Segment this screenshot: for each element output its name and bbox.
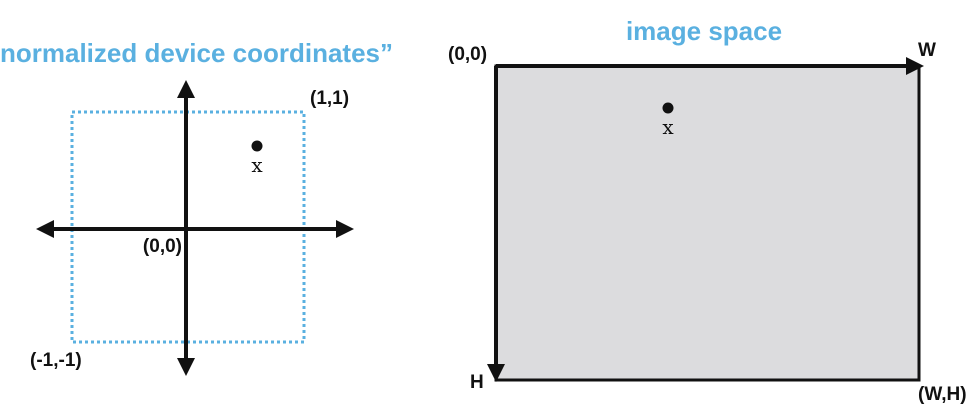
- image-space-origin-label: (0,0): [448, 44, 487, 65]
- image-space-width-arrow-icon: [906, 57, 924, 75]
- ndc-point-label: x: [251, 153, 263, 177]
- image-space-region: [494, 64, 921, 382]
- ndc-x-axis-left-arrow-icon: [36, 220, 54, 238]
- image-space-point-dot: [662, 102, 674, 114]
- image-space-corner-label: (W,H): [918, 384, 967, 405]
- ndc-y-axis-down-arrow-icon: [177, 358, 195, 376]
- image-space-height-label: H: [470, 372, 484, 393]
- image-space-height-arrow-icon: [487, 364, 505, 382]
- ndc-panel: “normalized device coordinates” (0,0) (1…: [0, 38, 393, 376]
- ndc-title: “normalized device coordinates”: [0, 38, 393, 68]
- ndc-origin-label: (0,0): [143, 236, 182, 257]
- ndc-top-right-label: (1,1): [310, 88, 349, 109]
- ndc-point-dot: [251, 140, 263, 152]
- image-space-point-label: x: [662, 115, 674, 139]
- image-space-title: image space: [626, 16, 782, 46]
- ndc-y-axis-up-arrow-icon: [177, 80, 195, 98]
- ndc-bottom-left-label: (-1,-1): [30, 350, 82, 371]
- image-space-panel: image space (0,0) W H (W,H) x: [448, 16, 967, 405]
- image-space-width-label: W: [918, 40, 936, 61]
- ndc-x-axis-right-arrow-icon: [336, 220, 354, 238]
